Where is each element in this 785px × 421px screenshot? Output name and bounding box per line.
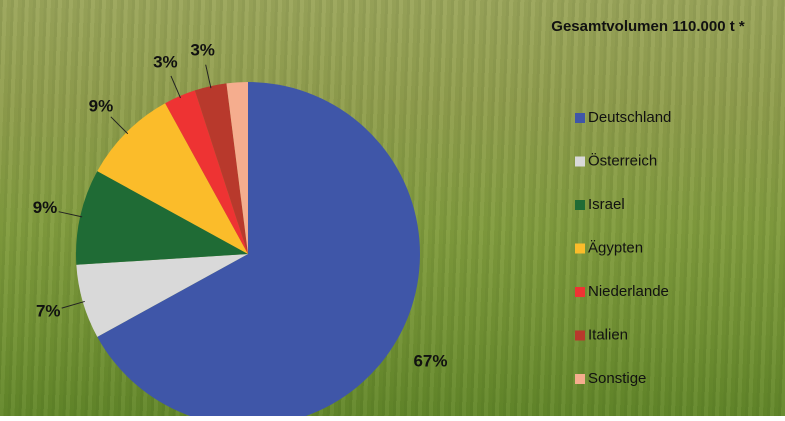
legend-swatch xyxy=(575,374,585,384)
legend-swatch xyxy=(575,244,585,254)
data-label: 3% xyxy=(153,53,178,72)
legend-swatch xyxy=(575,113,585,123)
legend-label: Österreich xyxy=(588,151,657,169)
leader-line xyxy=(206,65,211,88)
legend-label: Italien xyxy=(588,326,628,343)
legend-label: Sonstige xyxy=(588,370,646,387)
chart-title: Gesamtvolumen 110.000 t * xyxy=(551,18,745,35)
pie: 67% 7% 9% 9% 3% 3% xyxy=(33,40,448,416)
data-label: 9% xyxy=(89,96,114,115)
chart: Gesamtvolumen 110.000 t * 67%7%9%9%3%3% … xyxy=(0,0,785,416)
data-label: 67% xyxy=(413,351,447,370)
legend-label: Deutschland xyxy=(588,109,671,126)
legend-label: Niederlande xyxy=(588,283,669,300)
leader-line xyxy=(62,301,85,308)
data-label: 7% xyxy=(36,302,61,321)
legend-swatch xyxy=(575,287,585,297)
legend-label: Israel xyxy=(588,196,625,213)
legend: Deutschland Österreich Israel Ägypten Nieder… xyxy=(575,109,671,387)
data-label: 3% xyxy=(190,40,215,59)
leader-line xyxy=(59,212,82,217)
legend-label: Ägypten xyxy=(588,239,643,256)
legend-swatch xyxy=(575,200,585,210)
leader-line xyxy=(171,76,181,98)
slide: Gesamtvolumen 110.000 t * 67%7%9%9%3%3% … xyxy=(0,0,785,416)
legend-swatch xyxy=(575,157,585,167)
data-label: 9% xyxy=(33,198,58,217)
legend-swatch xyxy=(575,331,585,341)
leader-line xyxy=(111,117,128,134)
